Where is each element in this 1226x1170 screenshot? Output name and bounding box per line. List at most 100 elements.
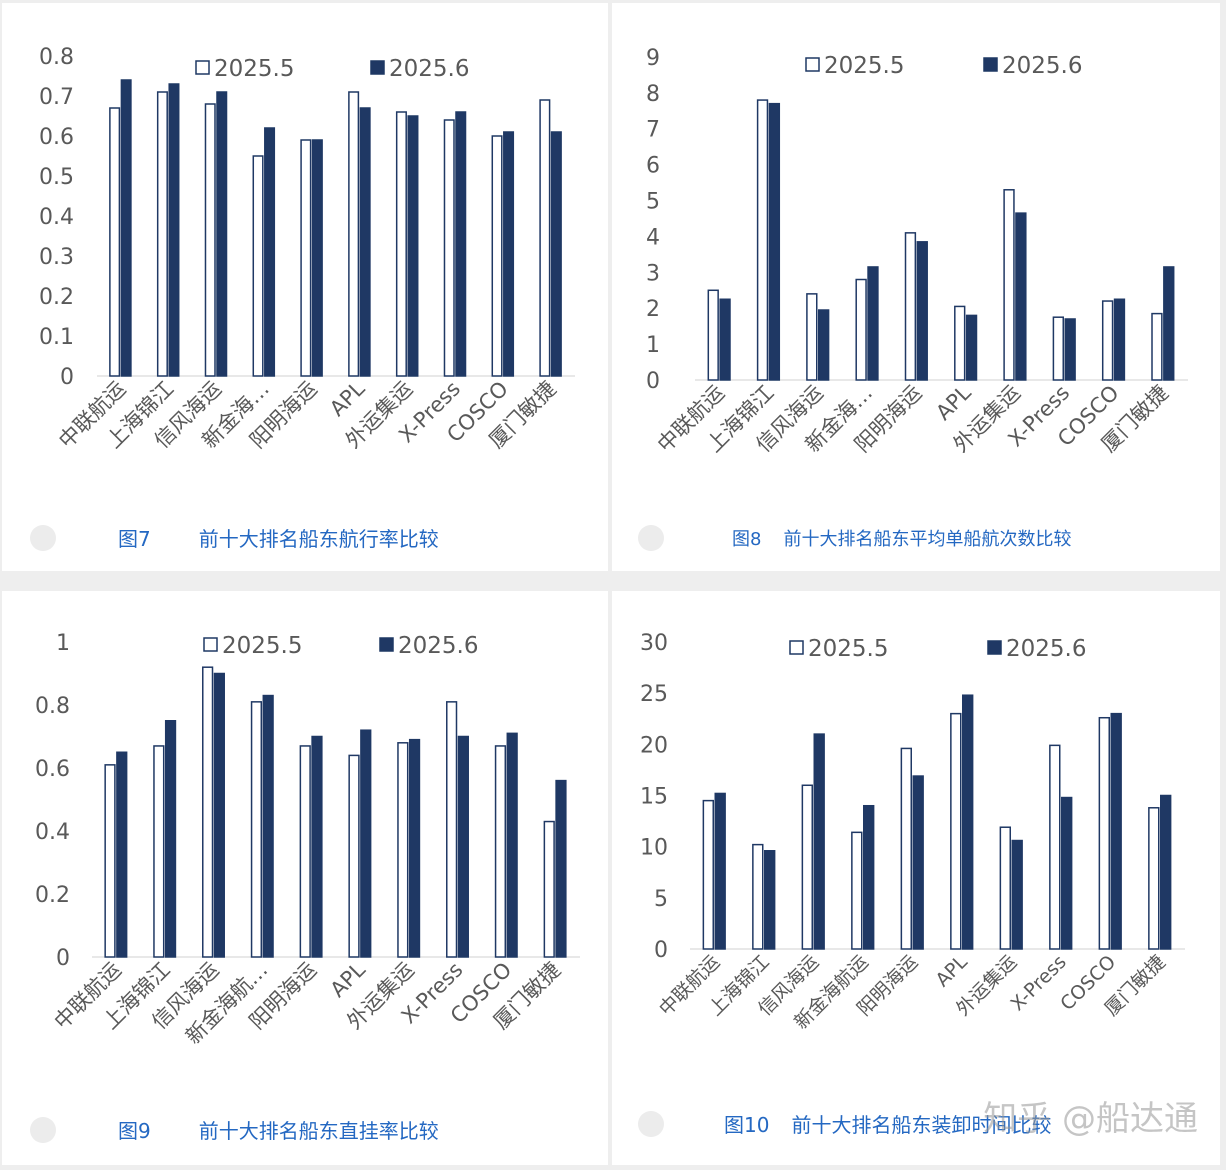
bar-series2 <box>116 751 128 958</box>
y-tick-label: 15 <box>640 784 668 809</box>
y-tick-label: 0 <box>56 946 70 971</box>
y-tick-label: 3 <box>646 261 660 286</box>
legend-label: 2025.6 <box>389 56 469 82</box>
y-tick-label: 10 <box>640 836 668 861</box>
bar-series2 <box>719 298 731 381</box>
caption-8: 图8 前十大排名船东平均单船航次数比较 <box>638 525 1071 551</box>
bar-series1 <box>539 99 551 377</box>
caption-number: 图8 <box>732 529 762 550</box>
bar-series2 <box>965 314 978 381</box>
y-tick-label: 0.7 <box>39 85 74 110</box>
bar-series2 <box>764 850 776 950</box>
y-tick-label: 0.8 <box>39 45 74 70</box>
legend-swatch <box>379 637 394 652</box>
caption-text: 前十大排名船东平均单船航次数比较 <box>783 529 1072 550</box>
bar-series2 <box>1061 796 1073 950</box>
y-tick-label: 9 <box>646 46 660 71</box>
bar-series1 <box>950 712 962 950</box>
chart-panel-7: 0 0.1 0.2 0.3 0.4 0.5 0.6 0.7 0.8 中联航运 上海锦江 信风海运 新金海… <box>2 3 608 571</box>
y-tick-label: 0.4 <box>35 820 70 845</box>
bar-series2 <box>164 720 177 958</box>
bar-series1 <box>1101 300 1114 381</box>
y-tick-label: 1 <box>646 333 660 358</box>
bar-series2 <box>262 694 274 958</box>
y-tick-label: 0.8 <box>35 694 70 719</box>
bar-series1 <box>756 99 769 381</box>
bar-series2 <box>359 107 371 377</box>
bar-series1 <box>954 305 966 381</box>
legend-swatch <box>805 57 820 72</box>
bar-series2 <box>1160 794 1172 950</box>
bar-series2 <box>168 83 180 377</box>
bar-series2 <box>311 735 323 958</box>
bar-series2 <box>264 127 276 377</box>
bar-series2 <box>455 111 467 377</box>
bar-series2 <box>360 729 372 958</box>
caption-7: 图7 前十大排名船东航行率比较 <box>30 523 439 552</box>
legend-swatch <box>789 640 804 655</box>
y-tick-label: 0.2 <box>35 883 70 908</box>
legend-swatch <box>983 57 998 72</box>
bar-series1 <box>104 764 116 958</box>
bar-series1 <box>397 742 409 958</box>
bar-series2 <box>768 102 781 381</box>
legend-label: 2025.5 <box>808 636 888 662</box>
bar-series2 <box>1163 266 1175 381</box>
y-tick-label: 5 <box>646 189 660 214</box>
caption-number: 图7 <box>118 527 151 551</box>
bar-series2 <box>916 241 928 381</box>
legend-label: 2025.6 <box>1002 53 1082 79</box>
bar-series2 <box>216 91 228 377</box>
bar-series2 <box>407 115 419 377</box>
bar-series2 <box>311 139 323 377</box>
x-category-label: APL <box>931 951 972 992</box>
bar-series2 <box>818 309 830 381</box>
legend-swatch <box>195 60 210 75</box>
legend-swatch <box>203 637 218 652</box>
bar-series1 <box>494 745 507 958</box>
y-tick-label: 0.2 <box>39 285 74 310</box>
caption-9: 图9 前十大排名船东直挂率比较 <box>30 1115 439 1144</box>
y-tick-label: 0 <box>646 369 660 394</box>
chart-panel-9: 0 0.2 0.4 0.6 0.8 1 中联航运 上海锦江 信风海运 新金海航… 阳明海运 APL 外运… <box>2 591 608 1165</box>
bar-series2 <box>813 733 825 950</box>
y-tick-label: 25 <box>640 682 668 707</box>
chart-svg-7: 00.10.20.30.40.50.60.70.8中联航运上海锦江信风海运新金海… <box>39 45 575 453</box>
bar-series2 <box>1064 318 1076 381</box>
caption-text: 前十大排名船东航行率比较 <box>198 527 439 551</box>
bar-series1 <box>702 799 715 950</box>
bar-series1 <box>252 155 264 377</box>
bar-series1 <box>348 91 360 377</box>
y-tick-label: 20 <box>640 733 668 758</box>
bar-series1 <box>1049 744 1061 950</box>
bar-series1 <box>395 111 407 377</box>
y-tick-label: 0 <box>654 938 668 963</box>
bar-series1 <box>999 826 1011 950</box>
bar-series1 <box>299 745 311 958</box>
chart-panel-10: 0 5 10 15 20 25 30 中联航运 上海锦江 信风海运 新金海航运 阳明海运 APL 外运集运… <box>612 591 1220 1165</box>
bar-series2 <box>550 131 562 377</box>
bar-series1 <box>855 278 867 381</box>
y-tick-label: 0.6 <box>35 757 70 782</box>
bar-series1 <box>1003 189 1015 381</box>
legend-label: 2025.6 <box>1006 636 1086 662</box>
y-tick-label: 0.1 <box>39 325 74 350</box>
bar-series1 <box>446 701 458 958</box>
bar-series1 <box>153 745 165 958</box>
bar-series1 <box>801 784 814 950</box>
bar-series1 <box>250 701 263 958</box>
bar-series2 <box>867 266 879 381</box>
chart-panel-8: 0 1 2 3 4 5 6 7 8 9 中联航运 上海锦江 信风海运 新金海… 阳明海运 APL 外运集运 X-P… <box>612 3 1220 571</box>
y-tick-label: 4 <box>646 225 660 250</box>
bar-series2 <box>962 694 974 950</box>
caption-dot-icon <box>638 1110 664 1137</box>
bar-series1 <box>202 666 214 958</box>
bar-series2 <box>1011 839 1023 950</box>
y-tick-label: 0.6 <box>39 125 74 150</box>
caption-number: 图10 <box>724 1113 770 1137</box>
bar-series1 <box>806 293 818 381</box>
legend-swatch <box>987 640 1002 655</box>
bar-series2 <box>1113 298 1126 381</box>
